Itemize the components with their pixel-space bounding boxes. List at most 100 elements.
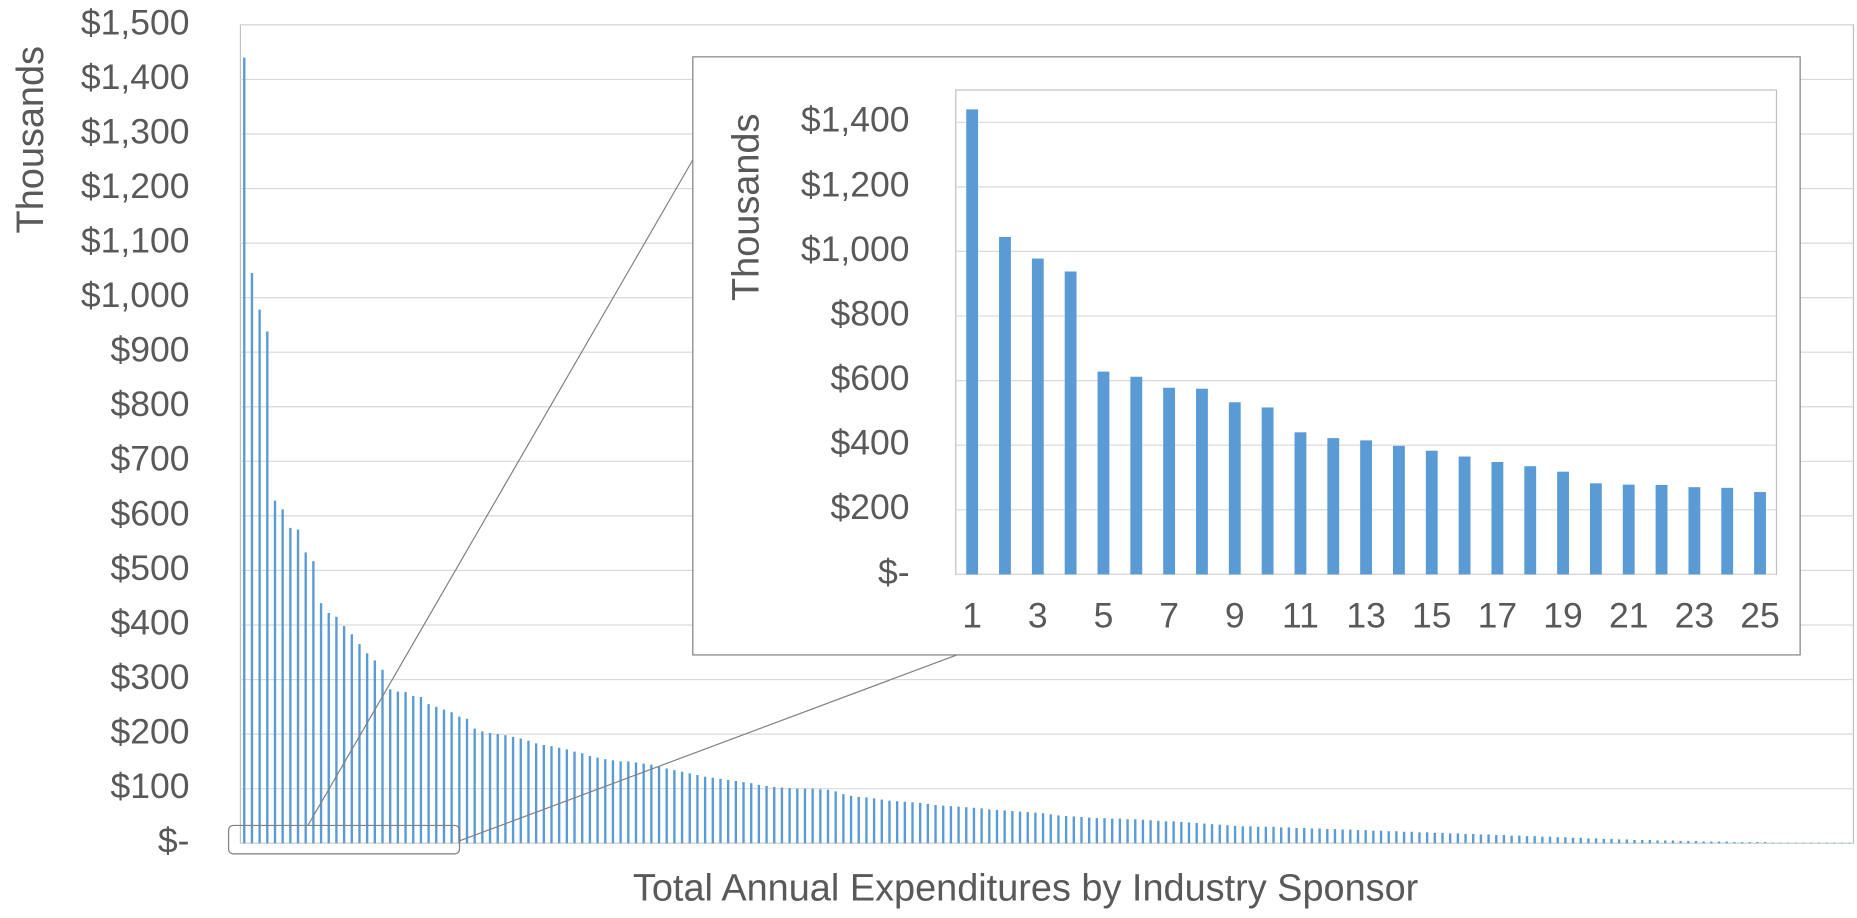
y-tick-label: $-: [878, 552, 910, 592]
bar: [1031, 258, 1044, 575]
bar: [519, 738, 522, 844]
bar: [1794, 842, 1798, 844]
bar: [1130, 376, 1143, 575]
bar: [404, 692, 407, 844]
bar: [1725, 841, 1728, 844]
bar: [734, 781, 738, 844]
bar: [1479, 834, 1483, 844]
bar: [1464, 833, 1467, 844]
bar: [1318, 828, 1321, 844]
bar: [903, 801, 907, 844]
bar: [534, 743, 538, 844]
bar: [1280, 827, 1283, 844]
y-tick-label: $1,000: [801, 229, 910, 269]
bar: [1364, 830, 1367, 844]
bar: [1057, 815, 1060, 844]
bar: [1395, 831, 1398, 844]
x-tick-label: 23: [1675, 596, 1715, 636]
bar: [1360, 440, 1373, 575]
bar: [1848, 842, 1851, 844]
bar: [504, 735, 507, 844]
zoom-connector: [307, 159, 694, 826]
bar: [1802, 842, 1805, 844]
bar: [1072, 816, 1075, 844]
bar: [1694, 841, 1698, 844]
x-tick-label: 17: [1478, 596, 1518, 636]
bar: [1594, 838, 1598, 844]
bar: [1387, 831, 1390, 844]
bar: [796, 788, 799, 844]
bar: [488, 733, 492, 844]
bar: [1095, 818, 1099, 844]
y-tick-label: $1,400: [801, 100, 910, 140]
bar: [1710, 841, 1713, 844]
y-tick-label: $200: [831, 487, 910, 527]
bar: [1011, 811, 1014, 844]
bar: [557, 747, 561, 844]
x-tick-label: 1: [962, 596, 982, 636]
bar: [1303, 827, 1306, 844]
x-tick-label: 15: [1412, 596, 1452, 636]
y-tick-label: $1,500: [81, 2, 190, 42]
bar: [642, 763, 645, 844]
y-tick-label: $1,100: [81, 220, 190, 260]
bar: [1196, 388, 1208, 575]
zoom-box: [227, 824, 461, 855]
bar: [711, 777, 714, 844]
bar: [980, 808, 983, 844]
x-axis-title: Total Annual Expenditures by Industry Sp…: [633, 868, 1418, 910]
bar: [1717, 841, 1721, 844]
inset-chart: Thousands $- $200 $400 $600 $800 $1,000 $1,200…: [692, 56, 1801, 656]
bar: [1326, 829, 1329, 844]
bar: [1187, 822, 1191, 844]
bar: [1003, 810, 1006, 844]
bar: [765, 785, 768, 844]
y-tick-label: $400: [831, 423, 910, 463]
bar: [1541, 836, 1544, 844]
bar: [742, 782, 745, 844]
bar: [1064, 815, 1068, 844]
x-tick-label: 5: [1094, 596, 1114, 636]
bar: [319, 603, 323, 844]
bar: [665, 768, 668, 844]
bar: [1557, 471, 1569, 575]
bar: [511, 736, 515, 844]
bar: [1579, 837, 1582, 844]
bar: [1425, 450, 1438, 575]
bar: [250, 273, 254, 844]
bar: [496, 734, 499, 844]
bar: [1261, 407, 1274, 575]
bar: [1648, 839, 1652, 844]
bar: [465, 718, 469, 844]
bar: [1233, 825, 1237, 844]
bar: [1721, 487, 1734, 575]
bar: [1080, 817, 1083, 844]
bar: [1341, 829, 1344, 844]
bar: [1641, 839, 1644, 844]
bar: [1548, 836, 1552, 844]
bar: [442, 709, 446, 844]
bar: [1172, 821, 1175, 844]
bar: [588, 755, 592, 844]
bar: [1510, 835, 1513, 844]
bar: [696, 775, 699, 844]
bar: [634, 762, 638, 844]
bar: [1157, 820, 1160, 844]
bar: [819, 789, 822, 844]
bar: [1126, 819, 1129, 844]
y-tick-label: $600: [831, 358, 910, 398]
bar: [1456, 833, 1460, 844]
bar: [972, 807, 976, 844]
bar: [1679, 841, 1682, 844]
bar: [673, 770, 676, 844]
bar: [1589, 483, 1602, 575]
bar: [1748, 842, 1751, 844]
y-tick-label: $1,400: [81, 57, 190, 97]
bar: [581, 753, 584, 844]
bar: [396, 691, 400, 844]
bar: [427, 704, 430, 844]
bar: [604, 759, 607, 844]
x-tick-label: 13: [1346, 596, 1386, 636]
bar: [1786, 842, 1790, 844]
